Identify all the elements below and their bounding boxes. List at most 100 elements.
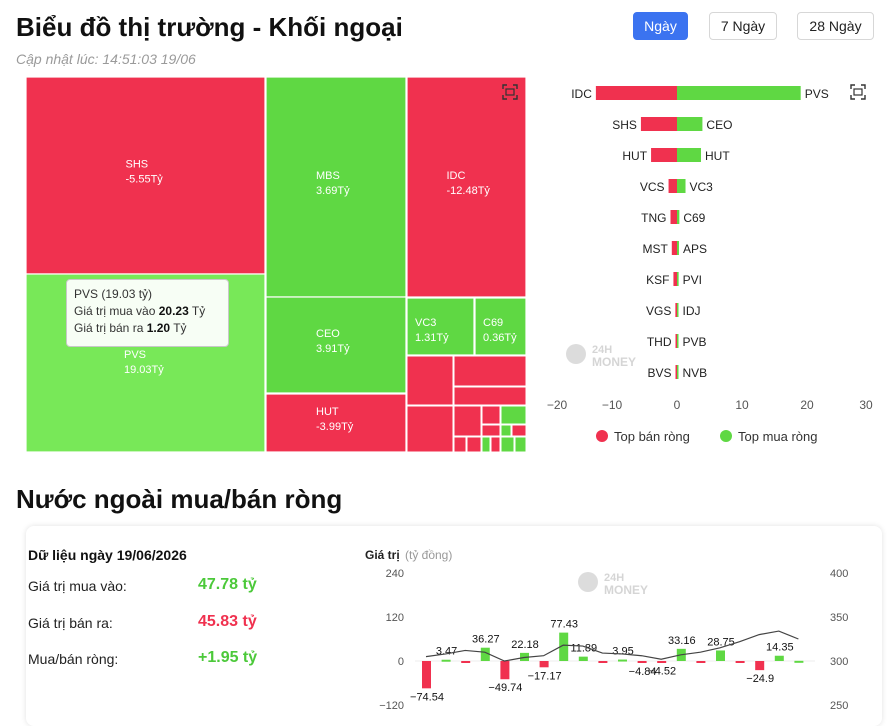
legend-sell-dot: [596, 430, 608, 442]
x-tick-label: −20: [547, 398, 568, 412]
net-flow-bar: [794, 660, 804, 663]
tab-day[interactable]: Ngày: [633, 12, 688, 40]
sell-bar: [668, 179, 677, 193]
sell-bar: [640, 117, 677, 131]
buy-bar: [677, 148, 701, 162]
treemap-tile-value: 1.31Tỷ: [415, 332, 449, 344]
treemap-small-tile: [453, 355, 526, 387]
updated-timestamp: Cập nhật lúc: 14:51:03 19/06: [16, 51, 196, 67]
net-value-label: Mua/bán ròng:: [28, 651, 119, 667]
buy-bar-label: PVB: [683, 335, 707, 349]
treemap-tile-rect: [265, 393, 407, 452]
expand-icon[interactable]: [850, 84, 866, 100]
tab-28-days[interactable]: 28 Ngày: [797, 12, 874, 40]
net-flow-bar-label: 28.75: [707, 636, 735, 648]
treemap-tile-ticker: HUT: [316, 406, 339, 418]
treemap-chart[interactable]: SHS -5.55Tỷ PVS 19.03Tỷ MBS 3.69Tỷ CEO 3.91Tỷ HU…: [26, 77, 526, 452]
treemap-tooltip: PVS (19.03 tỷ) Giá trị mua vào 20.23 Tỷ …: [66, 279, 229, 347]
treemap-tile-value: 3.91Tỷ: [316, 343, 350, 355]
treemap-small-tile: [481, 405, 501, 425]
y-tick-label: 0: [398, 656, 404, 668]
net-flow-bar: [774, 655, 784, 661]
y-tick-label: −120: [379, 700, 404, 712]
net-flow-bar-label: 3.47: [436, 646, 457, 658]
sell-bar: [671, 241, 677, 255]
treemap-tile-rect: [406, 297, 475, 356]
treemap-tile-value: -12.48Tỷ: [447, 185, 491, 197]
treemap-tile-rect: [265, 77, 407, 298]
tab-7-days[interactable]: 7 Ngày: [709, 12, 777, 40]
page-title: Biểu đồ thị trường - Khối ngoại: [16, 12, 403, 42]
treemap-tile-hut[interactable]: HUT -3.99Tỷ: [265, 393, 407, 452]
treemap-tile-rect: [474, 297, 526, 356]
net-flow-bar: [716, 650, 725, 661]
buy-bar: [677, 272, 679, 286]
sell-bar: [675, 303, 677, 317]
watermark-line1: 24H: [592, 344, 612, 356]
net-flow-bar-label: 14.35: [766, 642, 794, 654]
top-net-bar-chart[interactable]: IDC PVS SHS CEO HUT HUT VCS VC3 TNG C69 MST APS KSF P…: [540, 76, 880, 446]
y2-tick-label: 300: [830, 656, 848, 668]
expand-icon-path: [850, 84, 866, 100]
x-tick-label: 0: [674, 398, 681, 412]
treemap-tile-ceo[interactable]: CEO 3.91Tỷ: [265, 296, 407, 394]
data-date-label: Dữ liệu ngày 19/06/2026: [28, 547, 187, 563]
net-flow-bar: [480, 647, 490, 661]
sell-bar-label: MST: [642, 242, 668, 256]
expand-icon[interactable]: [502, 84, 518, 100]
net-flow-bar: [735, 661, 745, 663]
buy-bar-label: PVS: [805, 87, 829, 101]
sell-value: 45.83 tỷ: [198, 613, 257, 630]
sell-bar: [651, 148, 677, 162]
treemap-small-tile: [453, 386, 526, 406]
treemap-small-tile: [466, 436, 482, 452]
net-flow-bar: [637, 661, 647, 663]
treemap-tile-shs[interactable]: SHS -5.55Tỷ: [26, 77, 266, 275]
treemap-small-tile: [514, 436, 526, 452]
net-flow-bar-label: 3.95: [612, 646, 633, 658]
net-flow-bar-label: 36.27: [472, 634, 500, 646]
net-flow-bar-label: 33.16: [668, 635, 696, 647]
treemap-tile-rect: [406, 77, 526, 298]
net-flow-bar: [500, 661, 510, 680]
treemap-small-tile: [500, 405, 526, 425]
sell-bar-label: TNG: [641, 211, 666, 225]
sell-bar: [675, 334, 677, 348]
net-flow-bar-label: 11.89: [570, 643, 597, 655]
net-flow-bar: [657, 661, 667, 663]
net-flow-bar-label: −24.9: [746, 673, 774, 685]
net-flow-bar-label: 22.18: [511, 639, 539, 651]
treemap-tile-mbs[interactable]: MBS 3.69Tỷ: [265, 77, 407, 298]
net-flow-card: [26, 526, 882, 726]
watermark-line2: MONEY: [592, 355, 636, 369]
treemap-tile-value: 3.69Tỷ: [316, 185, 350, 197]
legend-sell-label: Top bán ròng: [614, 429, 690, 444]
treemap-tile-ticker: C69: [483, 317, 503, 329]
treemap-tile-vc3[interactable]: VC3 1.31Tỷ: [406, 297, 475, 356]
buy-bar-label: APS: [683, 242, 707, 256]
treemap-small-tile: [490, 436, 501, 452]
treemap-tile-value: -5.55Tỷ: [126, 174, 164, 186]
buy-bar-label: VC3: [690, 180, 714, 194]
treemap-tile-rect: [265, 296, 407, 394]
x-tick-label: 20: [800, 398, 814, 412]
y-tick-label: 240: [386, 568, 404, 580]
buy-bar: [677, 334, 679, 348]
net-flow-bar-label: 77.43: [550, 619, 578, 631]
treemap-small-tile: [511, 424, 526, 437]
expand-icon-frame: [505, 88, 515, 96]
y2-tick-label: 250: [830, 700, 848, 712]
net-flow-bar-label: −49.74: [488, 682, 522, 694]
buy-value: 47.78 tỷ: [198, 576, 257, 593]
y2-tick-label: 350: [830, 612, 848, 624]
treemap-tile-c69[interactable]: C69 0.36Tỷ: [474, 297, 526, 356]
net-flow-history-chart[interactable]: Giá trị (tỷ đồng)240 120 0 −120 400 350 300 250 −…: [360, 545, 860, 716]
treemap-small-tile: [453, 436, 467, 452]
treemap-small-tile: [453, 405, 482, 437]
net-flow-bar: [461, 661, 471, 663]
net-flow-bar: [578, 656, 588, 661]
net-flow-bar: [598, 661, 608, 663]
treemap-tile-idc[interactable]: IDC -12.48Tỷ: [406, 77, 526, 298]
sell-bar-label: SHS: [612, 118, 637, 132]
